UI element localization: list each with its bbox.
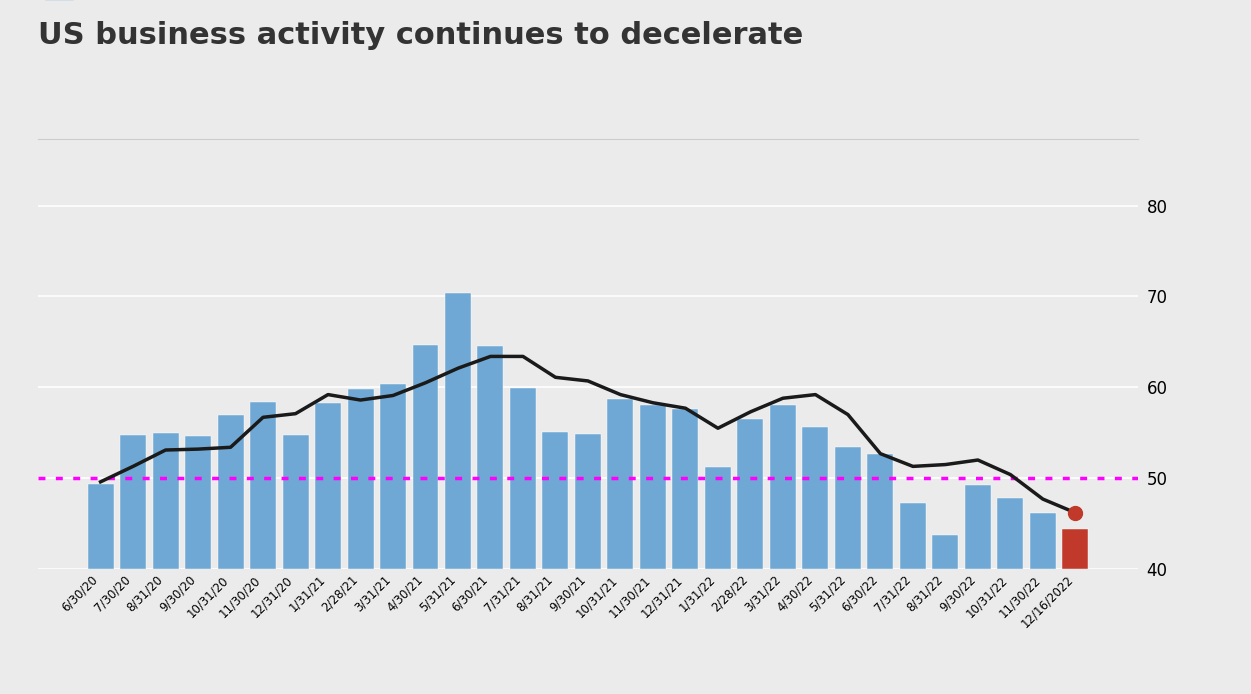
Bar [413, 345, 439, 569]
Bar [478, 346, 503, 569]
Bar [315, 403, 342, 569]
Text: US business activity continues to decelerate: US business activity continues to decele… [38, 21, 803, 50]
Bar [185, 437, 211, 569]
Bar [997, 498, 1023, 569]
Bar [706, 467, 731, 569]
Bar [867, 454, 893, 569]
Bar [543, 432, 568, 569]
Bar [250, 402, 276, 569]
Bar [445, 293, 470, 569]
Bar [88, 484, 114, 569]
Bar [932, 536, 958, 569]
Bar [1062, 529, 1088, 569]
Bar [737, 419, 763, 569]
Bar [283, 434, 309, 569]
Bar [348, 389, 374, 569]
Bar [380, 384, 407, 569]
Bar [965, 484, 991, 569]
Bar [834, 448, 861, 569]
Bar [608, 399, 633, 569]
Bar [575, 434, 600, 569]
Bar [153, 433, 179, 569]
Bar [769, 405, 796, 569]
Bar [510, 388, 535, 569]
Bar [899, 502, 926, 569]
Bar [218, 416, 244, 569]
Bar [673, 409, 698, 569]
Bar [1030, 513, 1056, 569]
Bar [641, 405, 666, 569]
Bar [802, 428, 828, 569]
Bar [120, 436, 146, 569]
